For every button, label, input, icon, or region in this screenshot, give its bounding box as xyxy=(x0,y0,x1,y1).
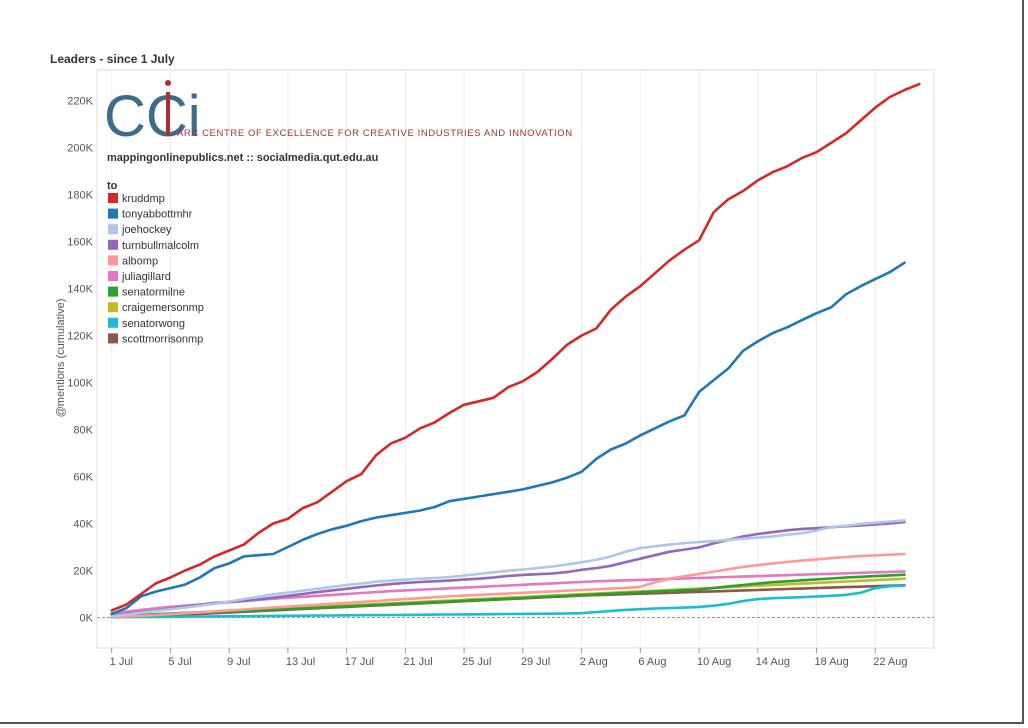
legend-swatch-senatormilne xyxy=(108,286,118,297)
series-line-senatorwong xyxy=(110,584,906,619)
legend-swatch-juliagillard xyxy=(108,271,118,281)
cci-logo: CCi ARC CENTRE OF EXCELLENCE FOR CREATIV… xyxy=(104,80,573,149)
series-line-albomp xyxy=(110,552,906,619)
y-tick-label: 180K xyxy=(67,190,93,202)
y-tick-label: 200K xyxy=(67,143,93,155)
y-tick-label: 140K xyxy=(67,284,93,296)
legend-swatch-scottmorrisonmp xyxy=(108,333,118,344)
legend-label-joehockey: joehockey xyxy=(121,224,172,236)
x-tick-label: 2 Aug xyxy=(580,656,608,668)
legend-swatch-kruddmp xyxy=(108,193,118,203)
legend-label-albomp: albomp xyxy=(122,255,158,267)
y-tick-label: 60K xyxy=(73,471,93,483)
x-tick-label: 17 Jul xyxy=(345,656,374,668)
legend-swatch-turnbullmalcolm xyxy=(108,239,118,250)
y-tick-label: 100K xyxy=(67,377,93,389)
y-tick-label: 20K xyxy=(73,565,93,577)
legend-swatch-joehockey xyxy=(108,224,118,235)
chart-title: Leaders - since 1 July xyxy=(50,52,175,66)
y-axis-label: @mentions (cumulative) xyxy=(55,299,67,418)
x-tick-label: 25 Jul xyxy=(462,656,491,668)
y-tick-label: 120K xyxy=(67,331,93,343)
legend-label-senatormilne: senatormilne xyxy=(122,287,185,299)
series-line-senatormilne xyxy=(110,573,906,618)
x-tick-label: 13 Jul xyxy=(286,656,315,668)
plot-area xyxy=(96,69,935,649)
series-line-tonyabbottmhr xyxy=(110,261,906,616)
legend-title: to xyxy=(107,180,118,192)
x-tick-label: 6 Aug xyxy=(638,656,666,668)
legend-label-kruddmp: kruddmp xyxy=(122,193,165,205)
cci-org-name: ARC CENTRE OF EXCELLENCE FOR CREATIVE IN… xyxy=(177,128,573,139)
legend-label-senatorwong: senatorwong xyxy=(122,318,185,330)
y-tick-label: 80K xyxy=(73,424,93,436)
series-lines xyxy=(110,82,921,619)
series-line-joehockey xyxy=(110,519,906,618)
legend-swatch-senatorwong xyxy=(108,317,118,328)
legend-swatch-tonyabbottmhr xyxy=(108,208,118,219)
series-line-kruddmp xyxy=(110,82,921,612)
y-tick-label: 40K xyxy=(73,518,93,530)
legend-label-juliagillard: juliagillard xyxy=(121,271,171,283)
cci-logo-mark: CCi xyxy=(104,84,201,149)
x-gridlines xyxy=(111,70,876,648)
y-tick-label: 0K xyxy=(80,612,94,624)
x-tick-label: 9 Jul xyxy=(227,656,250,668)
legend: to kruddmp tonyabbottmhr joehockey turnbull… xyxy=(107,180,204,345)
y-tick-label: 160K xyxy=(67,237,93,249)
x-tick-label: 29 Jul xyxy=(521,656,550,668)
cci-urls: mappingonlinepublics.net :: socialmedia.… xyxy=(107,152,378,164)
legend-label-scottmorrisonmp: scottmorrisonmp xyxy=(122,333,203,345)
legend-label-craigemersonmp: craigemersonmp xyxy=(122,302,204,314)
x-tick-label: 14 Aug xyxy=(756,656,790,668)
x-tick-label: 1 Jul xyxy=(110,656,133,668)
legend-label-tonyabbottmhr: tonyabbottmhr xyxy=(122,209,193,221)
x-axis: 1 Jul 5 Jul 9 Jul 13 Jul 17 Jul 21 Jul 25 Jul 2… xyxy=(110,648,908,668)
legend-swatch-albomp xyxy=(108,255,118,266)
x-tick-label: 18 Aug xyxy=(815,656,849,668)
x-tick-label: 21 Jul xyxy=(403,656,432,668)
legend-label-turnbullmalcolm: turnbullmalcolm xyxy=(122,240,199,252)
series-line-turnbullmalcolm xyxy=(110,520,906,617)
cci-logo-bar xyxy=(166,92,170,136)
x-tick-label: 10 Aug xyxy=(697,656,731,668)
x-tick-label: 22 Aug xyxy=(873,656,907,668)
x-tick-label: 5 Jul xyxy=(168,656,191,668)
legend-swatch-craigemersonmp xyxy=(108,302,118,313)
y-tick-label: 220K xyxy=(67,96,93,108)
y-axis: 0K 20K 40K 60K 80K 100K 120K 140K 160K 180K 200K 22… xyxy=(67,96,93,625)
cci-logo-dot xyxy=(165,80,171,86)
